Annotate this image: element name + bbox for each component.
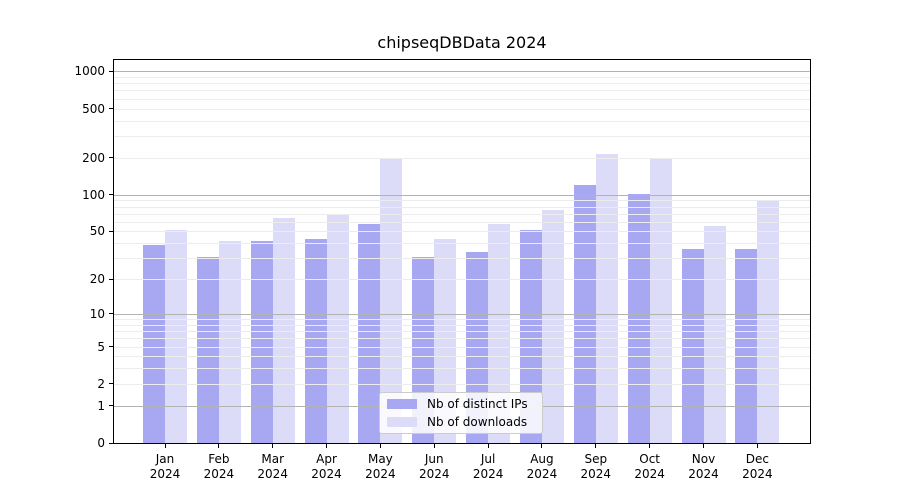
y-axis-tick [109,108,114,110]
bar-jan-distinct-ips [143,244,165,443]
legend-item-downloads: Nb of downloads [387,415,535,429]
minor-gridline [114,213,810,215]
x-axis-tick-label-apr: Apr 2024 [311,452,342,481]
minor-gridline [114,108,810,110]
minor-gridline [114,76,810,78]
x-axis-tick [649,444,651,448]
y-axis-tick [109,383,114,385]
bar-sep-distinct-ips [573,184,596,443]
x-axis-tick-label-aug: Aug 2024 [526,452,558,481]
minor-gridline [114,135,810,137]
bar-sep-downloads [595,153,618,443]
bar-may-downloads [380,157,403,443]
x-axis-tick-label-jun: Jun 2024 [418,452,450,481]
x-axis-tick [487,444,489,448]
plot-area [113,59,811,444]
y-axis-tick [109,230,114,232]
y-axis-tick [109,194,114,196]
y-axis-tick-label: 1000 [74,64,105,79]
legend-swatch-downloads [387,417,417,427]
x-axis-tick-label-jul: Jul 2024 [472,452,504,481]
bar-feb-downloads [218,240,241,443]
bar-aug-downloads [541,210,564,443]
y-axis-tick [109,70,114,72]
bar-oct-downloads [649,159,672,443]
minor-gridline [114,157,810,159]
bar-oct-distinct-ips [627,193,650,443]
x-axis-tick [595,444,597,448]
y-axis-tick [109,442,114,444]
x-axis-tick-label-dec: Dec 2024 [742,452,773,481]
y-axis-tick [109,278,114,280]
x-axis-tick-label-sep: Sep 2024 [580,452,612,481]
chart-title: chipseqDBData 2024 [377,33,547,52]
bar-apr-distinct-ips [304,239,327,443]
y-axis-tick-label: 2 [97,376,105,391]
minor-gridline [114,206,810,208]
bar-dec-downloads [757,200,780,443]
x-axis-tick [164,444,166,448]
major-gridline [114,71,810,73]
x-axis-tick-label-mar: Mar 2024 [257,452,288,481]
x-axis-tick-label-feb: Feb 2024 [203,452,235,481]
y-axis-tick-label: 10 [89,306,105,321]
minor-gridline [114,90,810,92]
y-axis-tick-label: 1 [97,398,105,413]
y-axis-tick-label: 500 [82,101,105,116]
legend: Nb of distinct IPs Nb of downloads [379,392,543,434]
legend-label-distinct-ips: Nb of distinct IPs [427,397,528,411]
major-gridline [114,194,810,196]
bar-jan-downloads [165,230,187,443]
bar-nov-downloads [703,226,726,443]
minor-gridline [114,83,810,85]
bar-may-distinct-ips [358,223,381,443]
y-axis-tick [109,313,114,315]
x-axis-tick [218,444,220,448]
x-axis-tick [703,444,704,448]
x-axis-tick [272,444,274,448]
x-axis-tick [326,444,328,448]
legend-label-downloads: Nb of downloads [427,415,528,429]
bar-apr-downloads [326,213,349,443]
y-axis-tick [109,157,114,159]
legend-item-distinct-ips: Nb of distinct IPs [387,397,535,411]
minor-gridline [114,221,810,223]
x-axis-tick [433,444,435,448]
bar-mar-downloads [272,217,295,443]
y-axis-tick-label: 0 [97,436,105,450]
x-axis-tick-label-nov: Nov 2024 [688,452,719,481]
bar-aug-distinct-ips [519,230,542,443]
bar-feb-distinct-ips [196,256,219,443]
bar-mar-distinct-ips [250,240,273,443]
minor-gridline [114,200,810,202]
y-axis-tick [109,346,114,348]
y-axis-tick-label: 5 [97,339,105,354]
x-axis-tick-label-oct: Oct 2024 [634,452,665,481]
y-axis-tick [109,405,114,407]
y-axis-tick-label: 20 [89,272,105,287]
x-axis-tick [379,444,381,448]
x-axis-tick [756,444,758,448]
bar-jul-downloads [488,223,511,443]
minor-gridline [114,120,810,122]
y-axis-tick-label: 100 [82,187,105,202]
legend-swatch-distinct-ips [387,399,417,409]
x-axis-tick [541,444,543,448]
bar-dec-distinct-ips [735,248,758,443]
x-axis-tick-label-may: May 2024 [365,452,396,481]
y-axis-tick-label: 50 [89,224,105,239]
minor-gridline [114,98,810,100]
x-axis-tick-label-jan: Jan 2024 [149,452,181,481]
bar-nov-distinct-ips [681,248,704,443]
y-axis-tick-label: 200 [82,150,105,165]
